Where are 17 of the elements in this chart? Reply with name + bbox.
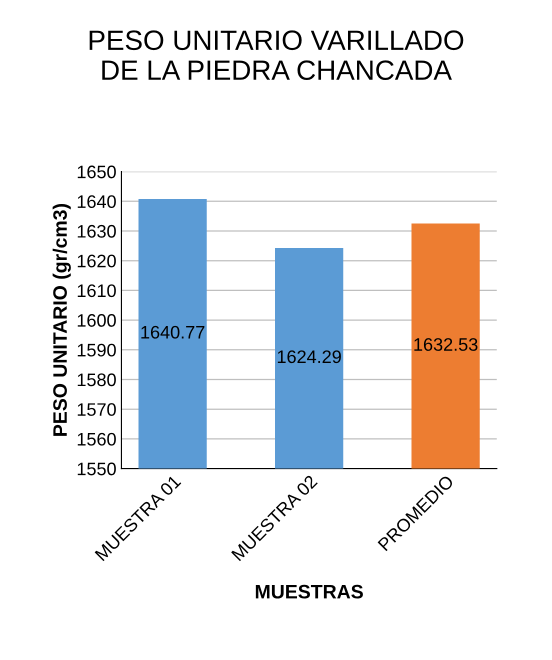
chart-title: PESO UNITARIO VARILLADO DE LA PIEDRA CHANCADA [90,30,464,80]
y-tick-label: 1650 [78,166,116,178]
x-axis-title: MUESTRAS [256,584,363,599]
y-tick-label: 1590 [78,344,116,357]
y-tick-label: 1640 [78,195,116,208]
y-tick-label: 1600 [78,314,116,327]
y-tick-label: 1570 [78,403,116,416]
data-label: 1632.53 [414,338,478,351]
y-tick-label: 1550 [78,462,116,476]
data-label: 1624.29 [278,350,341,364]
y-tick-label: 1620 [78,254,116,268]
y-tick-label: 1580 [78,373,116,386]
y-axis-title: PESO UNITARIO (gr/cm3) [52,204,71,436]
y-tick-label: 1560 [78,432,116,446]
y-tick-label: 1630 [78,224,116,238]
y-tick-label: 1610 [78,284,116,298]
data-label: 1640.77 [141,326,204,339]
